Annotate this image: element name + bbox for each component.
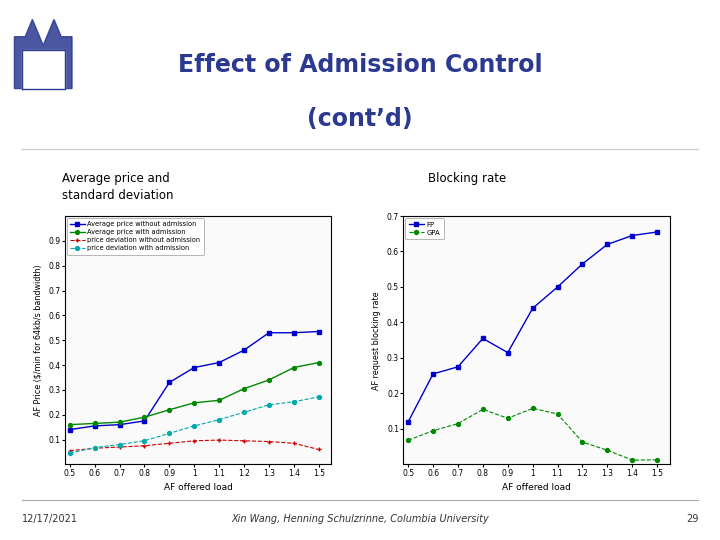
Text: 29: 29 (686, 515, 698, 524)
price deviation with admission (289, 399, 298, 405)
Average price with admission (115, 419, 124, 426)
Polygon shape (14, 19, 72, 89)
price deviation with admission (115, 441, 124, 448)
FP (404, 418, 413, 425)
FP (603, 241, 612, 248)
FP (428, 370, 437, 377)
price deviation with admission (315, 394, 323, 400)
FP (503, 349, 512, 356)
price deviation with admission (90, 444, 99, 451)
Average price with admission (240, 386, 248, 392)
Average price without admission (66, 427, 74, 433)
Line: Average price with admission: Average price with admission (68, 361, 320, 427)
Average price without admission (140, 418, 149, 424)
Average price with admission (289, 364, 298, 371)
Average price with admission (265, 377, 274, 383)
Text: Average price and
standard deviation: Average price and standard deviation (62, 172, 174, 201)
X-axis label: AF offered load: AF offered load (502, 483, 571, 492)
price deviation without admission (90, 445, 99, 451)
GPA (553, 411, 562, 417)
price deviation without admission (265, 438, 274, 445)
price deviation without admission (165, 440, 174, 447)
Average price without admission (240, 347, 248, 353)
GPA (479, 406, 487, 413)
GPA (503, 415, 512, 422)
Average price without admission (90, 423, 99, 429)
Y-axis label: AF Price ($/min for 64kb/s bandwidth): AF Price ($/min for 64kb/s bandwidth) (34, 265, 43, 416)
Average price without admission (165, 379, 174, 386)
Y-axis label: AF request blocking rate: AF request blocking rate (372, 291, 382, 389)
GPA (653, 456, 662, 463)
FP (653, 229, 662, 235)
price deviation without admission (315, 446, 323, 453)
FP (528, 305, 537, 312)
price deviation without admission (115, 444, 124, 450)
price deviation with admission (215, 416, 223, 423)
FP (454, 363, 462, 370)
FP (578, 261, 587, 267)
FP (479, 335, 487, 342)
Average price without admission (215, 359, 223, 366)
price deviation without admission (289, 440, 298, 447)
Average price with admission (190, 400, 199, 406)
Text: Blocking rate: Blocking rate (428, 172, 506, 185)
price deviation without admission (140, 442, 149, 449)
Average price with admission (66, 421, 74, 428)
GPA (578, 439, 587, 446)
price deviation without admission (215, 437, 223, 443)
Average price with admission (215, 397, 223, 403)
Legend: FP, GPA: FP, GPA (405, 218, 444, 239)
Average price without admission (265, 329, 274, 336)
Average price with admission (315, 359, 323, 366)
price deviation without admission (66, 448, 74, 454)
price deviation with admission (66, 450, 74, 456)
GPA (528, 405, 537, 411)
GPA (603, 447, 612, 454)
Average price with admission (165, 407, 174, 413)
GPA (404, 437, 413, 443)
Text: (cont’d): (cont’d) (307, 107, 413, 131)
FP (553, 284, 562, 290)
Average price without admission (289, 329, 298, 336)
GPA (454, 420, 462, 427)
price deviation without admission (190, 437, 199, 444)
Text: Effect of Admission Control: Effect of Admission Control (178, 53, 542, 77)
FP (628, 232, 636, 239)
GPA (428, 428, 437, 434)
Average price with admission (140, 414, 149, 421)
Text: 12/17/2021: 12/17/2021 (22, 515, 78, 524)
price deviation with admission (165, 430, 174, 436)
Average price without admission (315, 328, 323, 335)
Line: FP: FP (406, 230, 659, 424)
GPA (628, 457, 636, 463)
Average price without admission (190, 364, 199, 371)
Text: Xin Wang, Henning Schulzrinne, Columbia University: Xin Wang, Henning Schulzrinne, Columbia … (231, 515, 489, 524)
Average price without admission (115, 421, 124, 428)
price deviation with admission (140, 437, 149, 444)
Line: GPA: GPA (406, 407, 659, 462)
Line: Average price without admission: Average price without admission (68, 329, 320, 431)
Polygon shape (22, 50, 65, 89)
Line: price deviation without admission: price deviation without admission (68, 437, 321, 453)
Average price with admission (90, 420, 99, 427)
Legend: Average price without admission, Average price with admission, price deviation w: Average price without admission, Average… (67, 218, 204, 255)
price deviation without admission (240, 437, 248, 444)
price deviation with admission (265, 402, 274, 408)
price deviation with admission (190, 423, 199, 429)
price deviation with admission (240, 409, 248, 415)
Line: price deviation with admission: price deviation with admission (68, 395, 320, 455)
X-axis label: AF offered load: AF offered load (163, 483, 233, 492)
